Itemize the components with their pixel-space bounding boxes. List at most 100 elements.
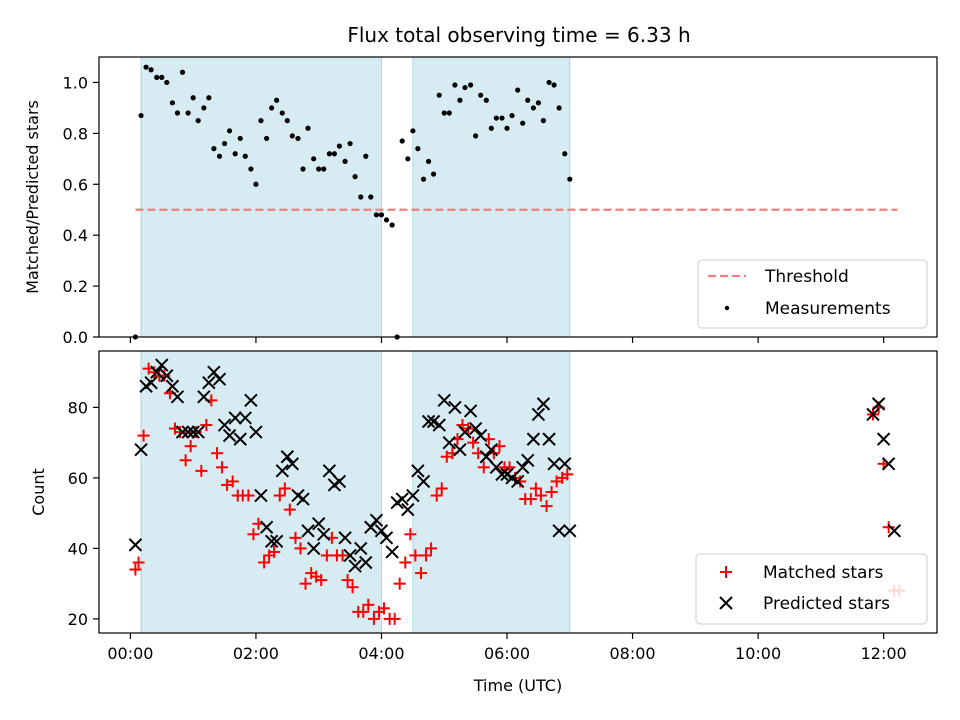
measurement-point xyxy=(201,105,207,111)
ratio-shaded-interval-2 xyxy=(412,56,571,338)
predicted-stars-point xyxy=(259,520,274,534)
predicted-stars-point xyxy=(134,442,148,457)
measurement-point xyxy=(159,74,165,80)
matched-stars-point xyxy=(242,489,255,502)
predicted-stars-point xyxy=(510,474,525,489)
matched-stars-point xyxy=(430,489,443,502)
predicted-stars-point xyxy=(244,393,258,408)
measurement-point xyxy=(488,125,494,131)
predicted-stars-point xyxy=(563,524,577,538)
measurement-point xyxy=(289,133,295,139)
x-tick-label: 00:00 xyxy=(107,644,153,663)
matched-stars-point xyxy=(184,440,197,453)
predicted-stars-point xyxy=(354,541,368,556)
count-shaded-interval-1 xyxy=(140,350,382,634)
predicted-stars-point xyxy=(359,555,373,570)
matched-stars-point xyxy=(247,528,260,541)
predicted-stars-point xyxy=(401,502,415,517)
predicted-stars-point xyxy=(379,531,394,545)
predicted-stars-point xyxy=(348,559,362,573)
predicted-stars-point xyxy=(197,390,211,404)
measurement-point xyxy=(284,118,290,124)
matched-stars-point xyxy=(211,447,224,460)
measurement-point xyxy=(420,176,427,182)
ratio-y-tick-label: 0.8 xyxy=(63,124,88,143)
measurement-point xyxy=(509,112,515,119)
measurement-point xyxy=(226,128,233,134)
predicted-stars-point xyxy=(238,411,252,425)
matched-stars-point xyxy=(268,545,281,558)
measurement-point xyxy=(169,100,176,106)
matched-stars-point xyxy=(294,542,307,555)
matched-stars-point xyxy=(377,602,390,615)
matched-stars-point xyxy=(273,489,286,502)
x-tick-label: 10:00 xyxy=(735,644,781,663)
predicted-stars-point xyxy=(343,548,357,563)
predicted-stars-point xyxy=(876,432,891,446)
predicted-stars-point xyxy=(296,492,310,506)
measurement-point xyxy=(331,151,337,157)
measurement-point xyxy=(399,138,405,144)
measurement-point xyxy=(216,153,223,159)
measurement-point xyxy=(305,125,311,131)
ratio-y-axis-label: Matched/Predicted stars xyxy=(23,100,42,294)
matched-stars-point xyxy=(226,475,239,488)
matched-stars-point xyxy=(357,605,370,618)
matched-stars-point xyxy=(415,567,428,580)
predicted-stars-point xyxy=(144,376,158,390)
measurement-point xyxy=(415,146,421,152)
predicted-stars-point xyxy=(866,407,880,422)
predicted-stars-point xyxy=(531,407,546,422)
matched-stars-point xyxy=(258,556,271,569)
predicted-stars-point xyxy=(280,450,295,464)
measurement-point xyxy=(368,194,374,200)
predicted-stars-point xyxy=(871,397,886,411)
predicted-stars-point xyxy=(233,432,247,446)
predicted-stars-point xyxy=(175,425,190,439)
predicted-stars-point xyxy=(285,457,300,471)
count-panel: 20 40 60 80 00:00 02:00 04:00 06:00 08:00 10:00 12… xyxy=(29,350,938,695)
measurement-point xyxy=(253,181,259,187)
ratio-shaded-interval-1 xyxy=(140,56,382,338)
predicted-stars-point xyxy=(254,488,268,503)
predicted-stars-point xyxy=(463,404,478,418)
x-tick-label: 02:00 xyxy=(233,644,279,663)
count-panel-frame xyxy=(98,350,938,634)
measurement-point xyxy=(342,158,348,164)
measurement-point xyxy=(515,87,521,93)
matched-stars-point xyxy=(200,419,213,432)
predicted-stars-point xyxy=(442,435,456,450)
chart-title: Flux total observing time = 6.33 h xyxy=(347,23,690,47)
measurement-point xyxy=(148,67,154,73)
matched-stars-point xyxy=(477,461,490,474)
ratio-y-tick-label: 0.2 xyxy=(63,277,88,296)
measurement-point xyxy=(436,92,442,98)
predicted-stars-point xyxy=(228,411,242,425)
matched-stars-point xyxy=(341,574,354,587)
matched-stars-point xyxy=(409,549,422,562)
matched-stars-point xyxy=(393,577,406,590)
measurement-point xyxy=(562,151,568,157)
measurement-point xyxy=(269,105,275,111)
measurement-point xyxy=(279,110,285,116)
measurement-point xyxy=(468,82,474,88)
count-y-tick-label: 80 xyxy=(68,398,88,417)
count-y-tick-label: 40 xyxy=(68,539,88,558)
count-y-tick-label: 60 xyxy=(68,469,88,488)
ratio-y-tick-label: 0.6 xyxy=(63,175,88,194)
measurement-point xyxy=(535,100,542,106)
predicted-stars-point xyxy=(301,524,315,538)
predicted-stars-point xyxy=(521,453,535,467)
measurement-point xyxy=(211,146,217,152)
predicted-stars-point xyxy=(264,534,279,549)
predicted-stars-point xyxy=(369,513,384,527)
predicted-stars-point xyxy=(317,527,331,542)
matched-stars-point xyxy=(179,454,192,467)
predicted-stars-point xyxy=(186,425,200,439)
measurement-point xyxy=(478,92,484,98)
measurement-point xyxy=(206,95,212,101)
ratio-legend: Threshold Measurements xyxy=(697,259,928,329)
predicted-stars-point xyxy=(495,467,509,482)
matched-stars-point xyxy=(346,581,359,594)
predicted-stars-point xyxy=(479,450,494,464)
